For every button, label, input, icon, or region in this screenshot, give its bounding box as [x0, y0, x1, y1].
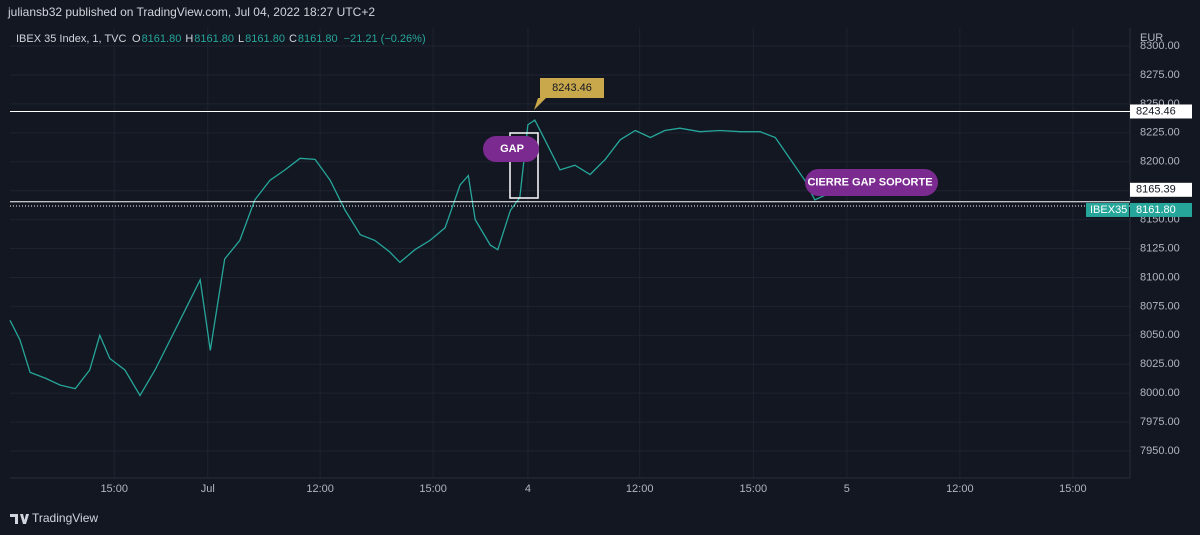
gap-box — [509, 132, 539, 199]
ohlc-value: 8161.80 — [142, 33, 182, 45]
y-tick-label: 8125.00 — [1140, 242, 1180, 254]
x-tick-label: 15:00 — [740, 483, 768, 495]
callout-bg — [534, 78, 604, 110]
x-tick-label: 4 — [525, 483, 531, 495]
legend: IBEX 35 Index, 1, TVC — [16, 33, 127, 45]
ohlc-key: O — [132, 33, 141, 45]
plot — [9, 28, 1130, 478]
price-label: 8165.39 — [1136, 184, 1176, 196]
annotation-text: GAP — [500, 143, 524, 155]
ohlc-value: 8161.80 — [245, 33, 285, 45]
ohlc-key: L — [238, 33, 244, 45]
annotation-bubble — [805, 169, 938, 196]
x-tick-label: 12:00 — [626, 483, 654, 495]
x-tick-label: 15:00 — [100, 483, 128, 495]
price-label-bg — [1130, 202, 1192, 217]
symbol-tag: IBEX35 — [1090, 204, 1127, 216]
callout-text: 8243.46 — [552, 82, 592, 94]
y-tick-label: 8000.00 — [1140, 387, 1180, 399]
publish-info: juliansb32 published on TradingView.com,… — [7, 5, 375, 19]
currency: EUR — [1140, 32, 1163, 44]
x-tick-label: 15:00 — [419, 483, 447, 495]
annotation-text: CIERRE GAP SOPORTE — [807, 176, 932, 188]
y-tick-label: 7975.00 — [1140, 416, 1180, 428]
price-label: 8243.46 — [1136, 105, 1176, 117]
footer-logo: TradingView — [10, 511, 98, 525]
symbol-tag-bg — [1086, 202, 1129, 217]
brand: TradingView — [32, 511, 98, 525]
ohlc-key: H — [185, 33, 193, 45]
price-line — [9, 119, 836, 397]
price-label-bg — [1130, 104, 1192, 119]
y-tick-label: 8025.00 — [1140, 358, 1180, 370]
y-tick-label: 7950.00 — [1140, 445, 1180, 457]
x-tick-label: 12:00 — [946, 483, 974, 495]
ohlc-key: C — [289, 33, 297, 45]
y-tick-label: 8225.00 — [1140, 127, 1180, 139]
x-tick-label: Jul — [201, 483, 215, 495]
ohlc-value: 8161.80 — [298, 33, 338, 45]
price-label: 8161.80 — [1136, 204, 1176, 216]
annotation-bubble — [483, 136, 539, 162]
y-tick-label: 8275.00 — [1140, 69, 1180, 81]
x-tick-label: 12:00 — [306, 483, 334, 495]
x-tick-label: 5 — [844, 483, 850, 495]
ohlc-value: 8161.80 — [194, 33, 234, 45]
y-tick-label: 8200.00 — [1140, 156, 1180, 168]
y-tick-label: 8075.00 — [1140, 300, 1180, 312]
y-tick-label: 8050.00 — [1140, 329, 1180, 341]
price-label-bg — [1130, 182, 1192, 197]
x-tick-label: 15:00 — [1059, 483, 1087, 495]
change: −21.21 (−0.26%) — [344, 33, 426, 45]
y-tick-label: 8100.00 — [1140, 271, 1180, 283]
symbol: IBEX 35 Index, 1, TVC — [16, 33, 127, 45]
y-tick-label: 8300.00 — [1140, 40, 1180, 52]
